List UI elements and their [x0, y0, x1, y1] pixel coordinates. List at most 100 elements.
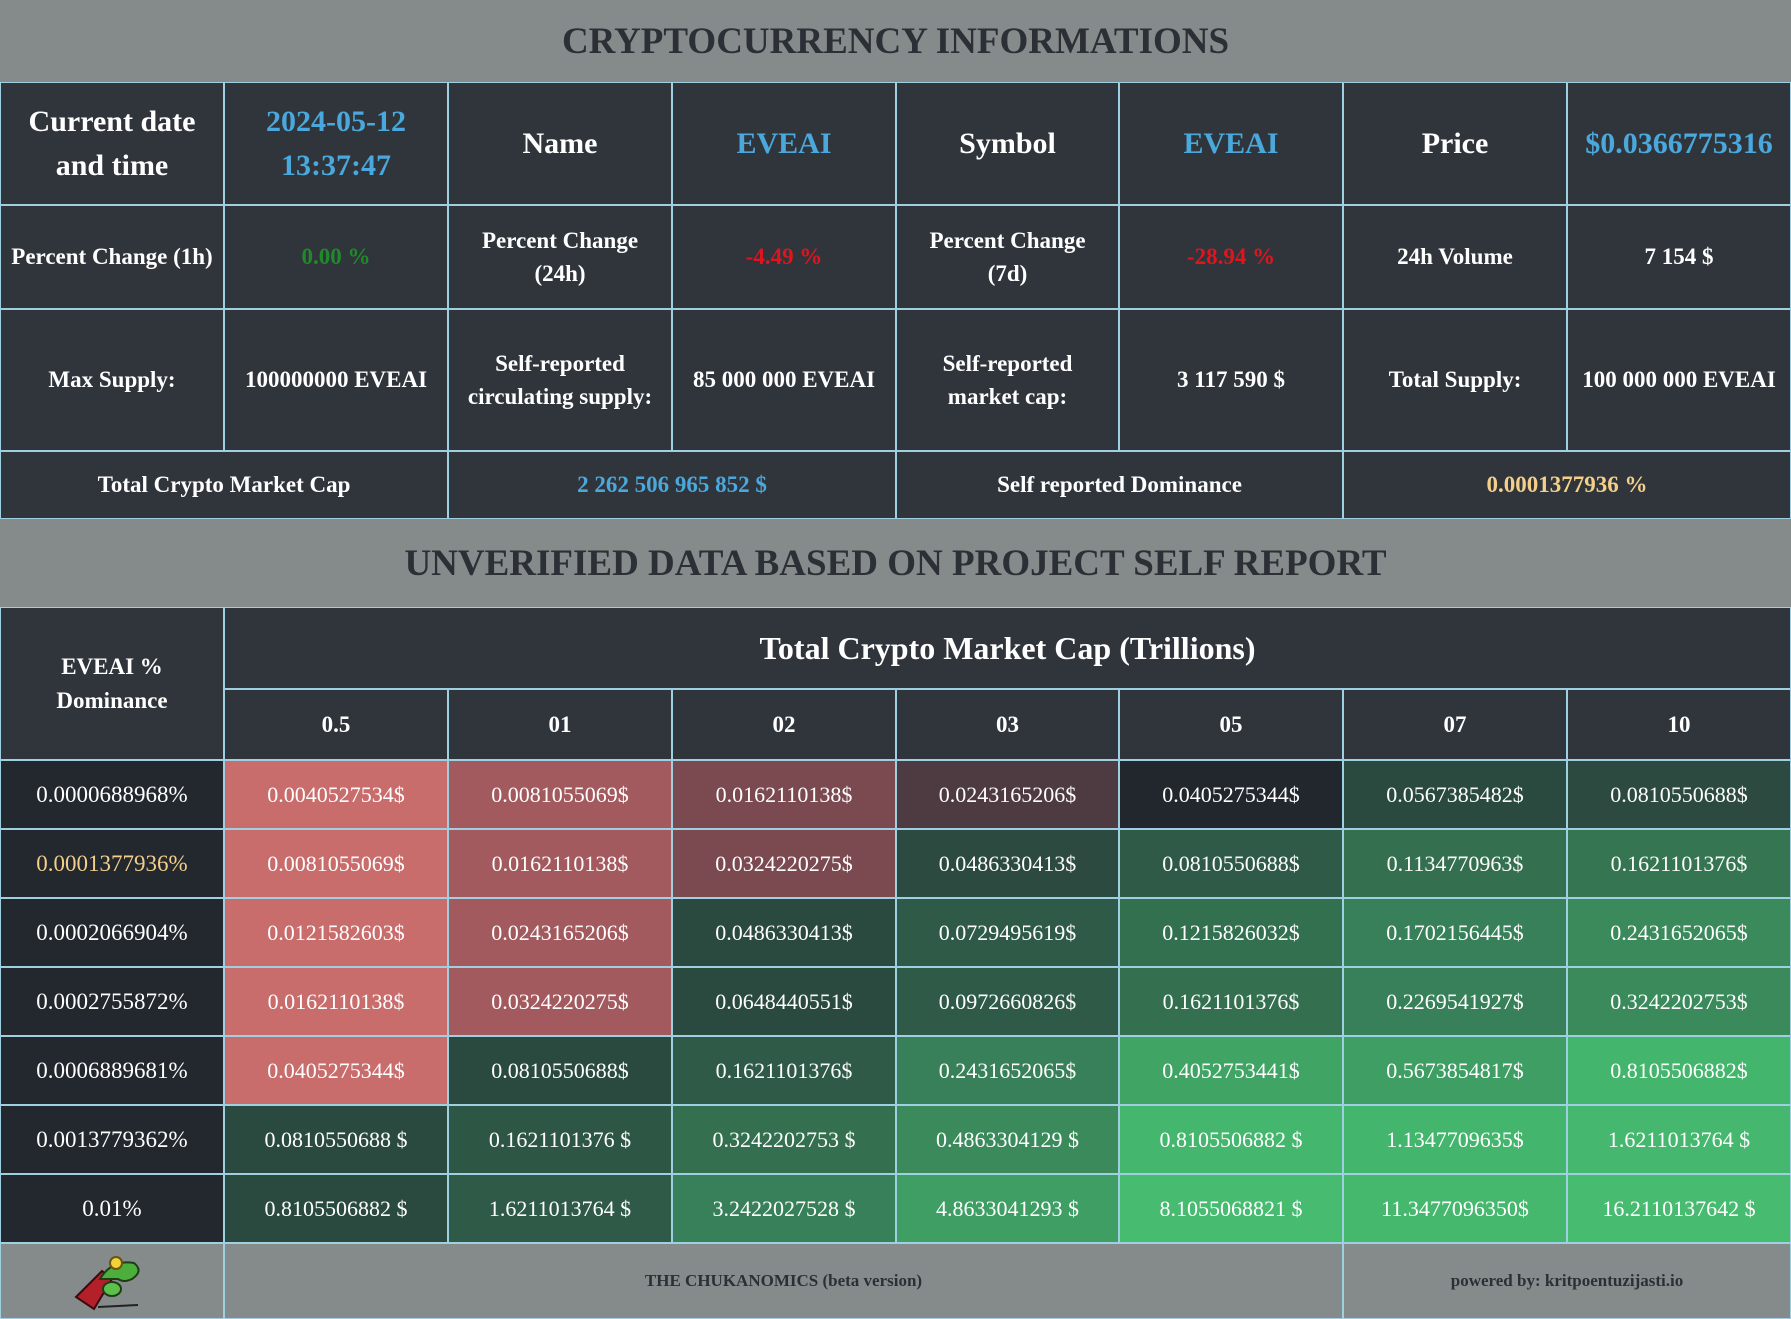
info-label: Price	[1343, 82, 1567, 205]
matrix-cell: 0.0081055069$	[448, 760, 672, 829]
matrix-cell: 0.4052753441$	[1119, 1036, 1343, 1105]
matrix-cell: 0.8105506882 $	[224, 1174, 448, 1243]
info-value: 2 262 506 965 852 $	[448, 451, 896, 519]
matrix-cell: 0.4863304129 $	[896, 1105, 1119, 1174]
matrix-cell: 0.1621101376 $	[448, 1105, 672, 1174]
info-value: EVEAI	[672, 82, 896, 205]
matrix-cell: 0.0405275344$	[224, 1036, 448, 1105]
page-title: CRYPTOCURRENCY INFORMATIONS	[561, 20, 1230, 62]
matrix-row-label: 0.0001377936%	[0, 829, 224, 898]
matrix-cell: 0.0810550688 $	[224, 1105, 448, 1174]
info-value: 85 000 000 EVEAI	[672, 309, 896, 451]
info-label: Self-reported market cap:	[896, 309, 1119, 451]
matrix-cell: 1.6211013764 $	[1567, 1105, 1791, 1174]
matrix-cell: 0.1702156445$	[1343, 898, 1567, 967]
info-value: -28.94 %	[1119, 205, 1343, 309]
matrix-cell: 16.2110137642 $	[1567, 1174, 1791, 1243]
info-value: 100000000 EVEAI	[224, 309, 448, 451]
matrix-column-header: 0.5	[224, 689, 448, 760]
info-value: -4.49 %	[672, 205, 896, 309]
matrix-column-header: 02	[672, 689, 896, 760]
info-label: Total Crypto Market Cap	[0, 451, 448, 519]
info-value: $0.0366775316	[1567, 82, 1791, 205]
info-label: Name	[448, 82, 672, 205]
info-value: 2024-05-12 13:37:47	[224, 82, 448, 205]
matrix-cell: 8.1055068821 $	[1119, 1174, 1343, 1243]
matrix-corner: EVEAI % Dominance	[0, 607, 224, 760]
section-title: UNVERIFIED DATA BASED ON PROJECT SELF RE…	[404, 542, 1387, 584]
footer-powered: powered by: kritpoentuzijasti.io	[1343, 1243, 1791, 1319]
matrix-cell: 0.0162110138$	[448, 829, 672, 898]
matrix-cell: 0.0648440551$	[672, 967, 896, 1036]
matrix-column-header: 03	[896, 689, 1119, 760]
matrix-cell: 0.2269541927$	[1343, 967, 1567, 1036]
matrix-column-header: 10	[1567, 689, 1791, 760]
info-value: 3 117 590 $	[1119, 309, 1343, 451]
matrix-row-label: 0.0002066904%	[0, 898, 224, 967]
matrix-cell: 0.0729495619$	[896, 898, 1119, 967]
matrix-cell: 0.2431652065$	[896, 1036, 1119, 1105]
matrix-column-header: 07	[1343, 689, 1567, 760]
info-label: Symbol	[896, 82, 1119, 205]
info-value: EVEAI	[1119, 82, 1343, 205]
matrix-cell: 0.3242202753 $	[672, 1105, 896, 1174]
matrix-cell: 0.0243165206$	[448, 898, 672, 967]
matrix-cell: 0.0972660826$	[896, 967, 1119, 1036]
logo-cell	[0, 1243, 224, 1319]
matrix-cell: 0.1215826032$	[1119, 898, 1343, 967]
matrix-row-label: 0.0006889681%	[0, 1036, 224, 1105]
matrix-row-label: 0.0000688968%	[0, 760, 224, 829]
info-label: 24h Volume	[1343, 205, 1567, 309]
matrix-cell: 1.6211013764 $	[448, 1174, 672, 1243]
matrix-cell: 0.0121582603$	[224, 898, 448, 967]
info-value: 0.0001377936 %	[1343, 451, 1791, 519]
info-value: 0.00 %	[224, 205, 448, 309]
info-label: Total Supply:	[1343, 309, 1567, 451]
matrix-cell: 3.2422027528 $	[672, 1174, 896, 1243]
matrix-cell: 0.0810550688$	[1567, 760, 1791, 829]
info-label: Max Supply:	[0, 309, 224, 451]
matrix-cell: 4.8633041293 $	[896, 1174, 1119, 1243]
matrix-row-label: 0.01%	[0, 1174, 224, 1243]
info-value: 100 000 000 EVEAI	[1567, 309, 1791, 451]
matrix-cell: 0.0486330413$	[896, 829, 1119, 898]
logo	[74, 1256, 140, 1311]
matrix-cell: 0.0324220275$	[672, 829, 896, 898]
matrix-cell: 11.3477096350$	[1343, 1174, 1567, 1243]
matrix-cell: 0.0567385482$	[1343, 760, 1567, 829]
matrix-row-label: 0.0002755872%	[0, 967, 224, 1036]
matrix-cell: 1.1347709635$	[1343, 1105, 1567, 1174]
info-label: Self-reported circulating supply:	[448, 309, 672, 451]
info-label: Current date and time	[0, 82, 224, 205]
matrix-cell: 0.3242202753$	[1567, 967, 1791, 1036]
matrix-cell: 0.8105506882 $	[1119, 1105, 1343, 1174]
matrix-cell: 0.0081055069$	[224, 829, 448, 898]
matrix-cell: 0.8105506882$	[1567, 1036, 1791, 1105]
info-value: 7 154 $	[1567, 205, 1791, 309]
info-label: Percent Change (24h)	[448, 205, 672, 309]
matrix-cell: 0.5673854817$	[1343, 1036, 1567, 1105]
matrix-caption: Total Crypto Market Cap (Trillions)	[224, 607, 1791, 689]
matrix-cell: 0.0810550688$	[1119, 829, 1343, 898]
footer-brand: THE CHUKANOMICS (beta version)	[224, 1243, 1343, 1319]
matrix-cell: 0.0162110138$	[224, 967, 448, 1036]
info-label: Percent Change (1h)	[0, 205, 224, 309]
info-label: Percent Change (7d)	[896, 205, 1119, 309]
info-label: Self reported Dominance	[896, 451, 1343, 519]
matrix-cell: 0.2431652065$	[1567, 898, 1791, 967]
matrix-cell: 0.1621101376$	[672, 1036, 896, 1105]
matrix-cell: 0.1134770963$	[1343, 829, 1567, 898]
matrix-row-label: 0.0013779362%	[0, 1105, 224, 1174]
matrix-cell: 0.1621101376$	[1567, 829, 1791, 898]
matrix-cell: 0.0324220275$	[448, 967, 672, 1036]
matrix-column-header: 01	[448, 689, 672, 760]
matrix-cell: 0.0810550688$	[448, 1036, 672, 1105]
matrix-column-header: 05	[1119, 689, 1343, 760]
matrix-cell: 0.0243165206$	[896, 760, 1119, 829]
matrix-cell: 0.0405275344$	[1119, 760, 1343, 829]
matrix-cell: 0.0486330413$	[672, 898, 896, 967]
matrix-cell: 0.0040527534$	[224, 760, 448, 829]
matrix-cell: 0.1621101376$	[1119, 967, 1343, 1036]
matrix-cell: 0.0162110138$	[672, 760, 896, 829]
